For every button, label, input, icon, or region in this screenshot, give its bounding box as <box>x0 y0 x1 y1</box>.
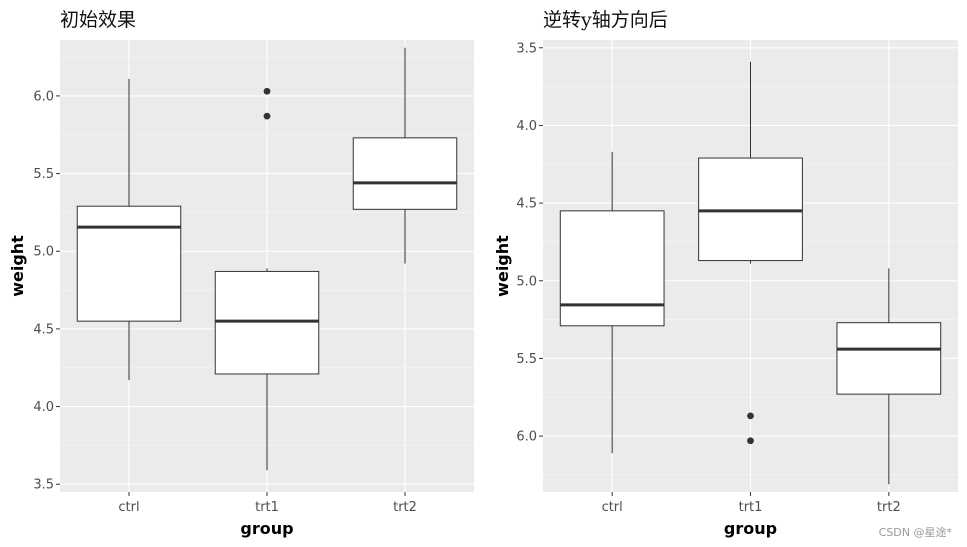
y-tick-label: 5.5 <box>33 167 54 182</box>
y-tick-label: 6.0 <box>33 89 54 104</box>
y-tick-label: 6.0 <box>516 430 537 445</box>
outlier-point <box>263 87 271 95</box>
box-trt2 <box>352 47 458 264</box>
outlier-point <box>263 112 271 120</box>
x-tick-label: ctrl <box>602 500 623 515</box>
chart-title: 初始效果 <box>60 9 136 31</box>
y-tick-label: 4.0 <box>516 119 537 134</box>
chart-panel-2: 3.5 4.0 4.5 5.0 5.5 6.0 ctrl trt1 trt2 逆转y轴方向后 gro… <box>493 9 958 538</box>
x-axis-title: group <box>724 519 777 538</box>
box-iqr <box>214 270 320 375</box>
y-tick-label: 4.5 <box>33 322 54 337</box>
box-trt2 <box>836 268 942 485</box>
box-trt1 <box>698 61 803 445</box>
box-trt1 <box>214 87 320 471</box>
box-iqr <box>76 205 182 322</box>
y-tick-label: 3.5 <box>516 41 537 56</box>
y-tick-label: 5.0 <box>33 245 54 260</box>
x-axis-title: group <box>240 519 293 538</box>
watermark-text: CSDN @星途* <box>879 525 953 539</box>
box-iqr <box>698 157 803 262</box>
x-tick-label: trt1 <box>255 500 279 515</box>
box-ctrl <box>76 78 182 381</box>
x-tick-label: ctrl <box>118 500 139 515</box>
x-tick-label: trt1 <box>739 500 763 515</box>
y-tick-label: 3.5 <box>33 478 54 493</box>
y-tick-label: 4.0 <box>33 400 54 415</box>
x-tick-label: trt2 <box>393 500 417 515</box>
y-tick-label: 5.5 <box>516 352 537 367</box>
box-iqr <box>559 210 665 327</box>
y-tick-label: 4.5 <box>516 197 537 212</box>
y-axis-title: weight <box>493 235 512 297</box>
box-iqr <box>352 137 458 210</box>
outlier-point <box>747 437 754 445</box>
chart-panel-1: 3.5 4.0 4.5 5.0 5.5 6.0 ctrl trt1 trt2 初始效果 group w… <box>8 9 474 538</box>
box-ctrl <box>559 151 665 454</box>
chart-title: 逆转y轴方向后 <box>543 9 668 31</box>
outlier-point <box>747 412 754 420</box>
x-tick-label: trt2 <box>877 500 901 515</box>
y-axis-title: weight <box>8 235 27 297</box>
box-iqr <box>836 322 942 395</box>
y-tick-label: 5.0 <box>516 274 537 289</box>
